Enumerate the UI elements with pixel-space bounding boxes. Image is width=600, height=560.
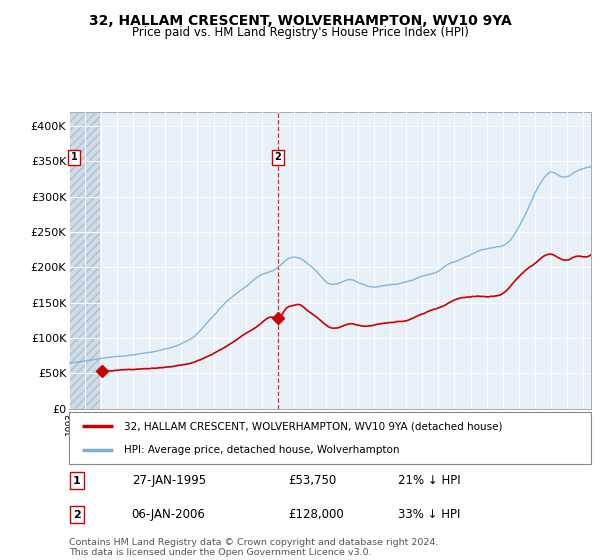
Text: HPI: Average price, detached house, Wolverhampton: HPI: Average price, detached house, Wolv…	[124, 445, 400, 455]
FancyBboxPatch shape	[69, 412, 591, 464]
Text: 06-JAN-2006: 06-JAN-2006	[131, 508, 206, 521]
Text: 27-JAN-1995: 27-JAN-1995	[131, 474, 206, 487]
Text: 2: 2	[274, 152, 281, 162]
Text: £128,000: £128,000	[288, 508, 344, 521]
Text: Contains HM Land Registry data © Crown copyright and database right 2024.
This d: Contains HM Land Registry data © Crown c…	[69, 538, 439, 557]
Text: £53,750: £53,750	[288, 474, 337, 487]
Text: 32, HALLAM CRESCENT, WOLVERHAMPTON, WV10 9YA: 32, HALLAM CRESCENT, WOLVERHAMPTON, WV10…	[89, 14, 511, 28]
Text: 32, HALLAM CRESCENT, WOLVERHAMPTON, WV10 9YA (detached house): 32, HALLAM CRESCENT, WOLVERHAMPTON, WV10…	[124, 421, 502, 431]
Text: 1: 1	[73, 475, 81, 486]
Text: 2: 2	[73, 510, 81, 520]
Text: Price paid vs. HM Land Registry's House Price Index (HPI): Price paid vs. HM Land Registry's House …	[131, 26, 469, 39]
Text: 21% ↓ HPI: 21% ↓ HPI	[398, 474, 460, 487]
Text: 33% ↓ HPI: 33% ↓ HPI	[398, 508, 460, 521]
Bar	[69, 112, 100, 409]
Text: 1: 1	[70, 152, 77, 162]
